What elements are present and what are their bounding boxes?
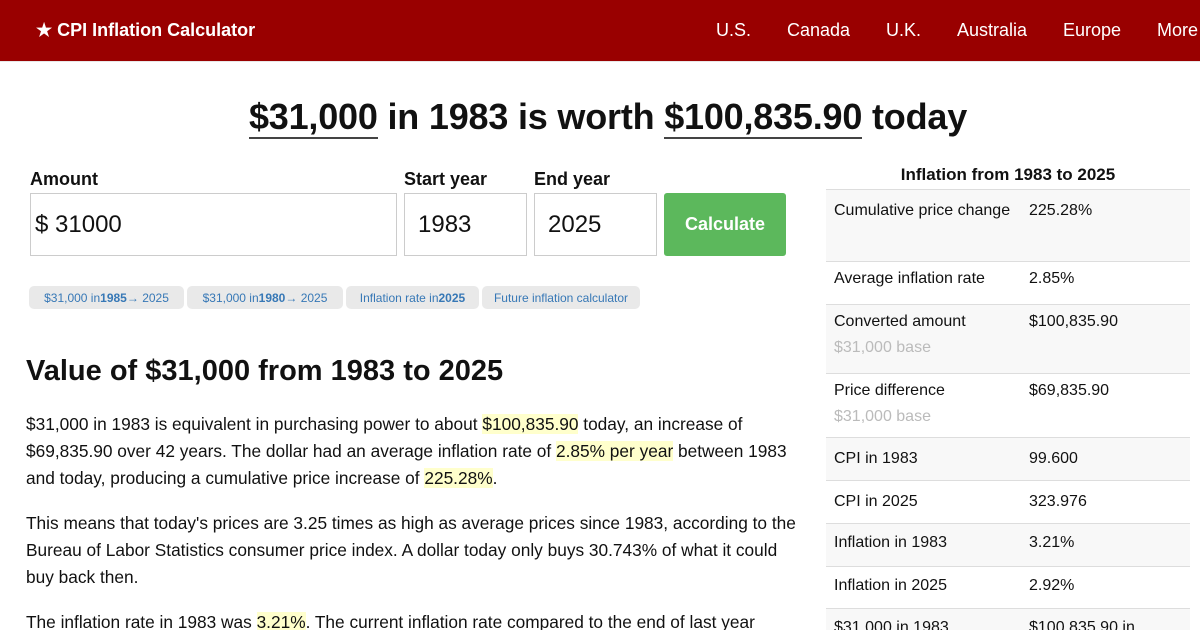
highlight-result: $100,835.90 (482, 414, 579, 434)
chip-inflation-rate-link[interactable]: Inflation rate in 2025 (346, 286, 479, 309)
end-year-label: End year (534, 169, 611, 189)
chip-1980-link[interactable]: $31,000 in 1980 → 2025 (187, 286, 343, 309)
stat-row: Average inflation rate 2.85% (826, 261, 1190, 304)
stat-row: Converted amount $31,000 base $100,835.90 (826, 304, 1190, 373)
nav-us[interactable]: U.S. (716, 20, 752, 40)
highlight-cumulative: 225.28% (424, 468, 493, 488)
explanation-paragraph: This means that today's prices are 3.25 … (26, 513, 796, 587)
top-navbar: ★ CPI Inflation Calculator U.S. Canada U.… (0, 0, 1200, 62)
stat-row: Cumulative price change 225.28% (826, 189, 1190, 261)
brand-title: CPI Inflation Calculator (57, 20, 256, 40)
start-year-label: Start year (404, 169, 488, 189)
headline-result-link[interactable]: $100,835.90 (664, 96, 863, 139)
nav-australia[interactable]: Australia (957, 20, 1028, 40)
nav-canada[interactable]: Canada (787, 20, 851, 40)
headline-amount-link[interactable]: $31,000 (248, 96, 378, 139)
sidebar-title: Inflation from 1983 to 2025 (900, 165, 1116, 184)
headline-mid: in 1983 is worth (377, 96, 665, 137)
amount-value: 31000 (55, 210, 122, 238)
headline-end: today (862, 96, 968, 137)
star-icon: ★ (36, 20, 53, 40)
country-nav: U.S. Canada U.K. Australia Europe More (0, 20, 1200, 44)
start-year-value: 1983 (418, 210, 472, 238)
dollar-prefix: $ (35, 210, 49, 238)
nav-uk[interactable]: U.K. (886, 20, 922, 40)
section-heading: Value of $31,000 from 1983 to 2025 (26, 355, 504, 387)
base-note: $31,000 base (834, 408, 931, 425)
calculate-button[interactable]: Calculate (664, 193, 786, 256)
amount-label: Amount (30, 169, 98, 189)
end-year-value: 2025 (548, 210, 602, 238)
chip-1985-link[interactable]: $31,000 in 1985 → 2025 (29, 286, 184, 309)
brand-link[interactable]: ★ CPI Inflation Calculator (36, 20, 255, 41)
stat-row: Price difference $31,000 base $69,835.90 (826, 373, 1190, 441)
page-title: $31,000 in 1983 is worth $100,835.90 tod… (0, 96, 1200, 139)
highlight-1983-rate: 3.21% (256, 612, 306, 630)
stat-row: Inflation in 1983 3.21% (826, 523, 1190, 566)
summary-paragraph: $31,000 in 1983 is equivalent in purchas… (26, 414, 787, 488)
amount-input[interactable]: $ 31000 (30, 193, 397, 256)
stat-row: Inflation in 2025 2.92% (826, 566, 1190, 609)
highlight-rate: 2.85% per year (556, 441, 674, 461)
end-year-input[interactable]: 2025 (534, 193, 657, 256)
stat-row: CPI in 2025 323.976 (826, 480, 1190, 523)
stat-row: $31,000 in 1983 $100,835.90 in (826, 608, 1190, 630)
chip-future-calculator-link[interactable]: Future inflation calculator (482, 286, 640, 309)
stat-row: CPI in 1983 99.600 (826, 437, 1190, 480)
base-note: $31,000 base (834, 339, 931, 356)
nav-more[interactable]: More (1157, 20, 1199, 40)
nav-europe[interactable]: Europe (1063, 20, 1122, 40)
inflation-rate-paragraph: The inflation rate in 1983 was 3.21%. Th… (26, 612, 755, 630)
start-year-input[interactable]: 1983 (404, 193, 527, 256)
